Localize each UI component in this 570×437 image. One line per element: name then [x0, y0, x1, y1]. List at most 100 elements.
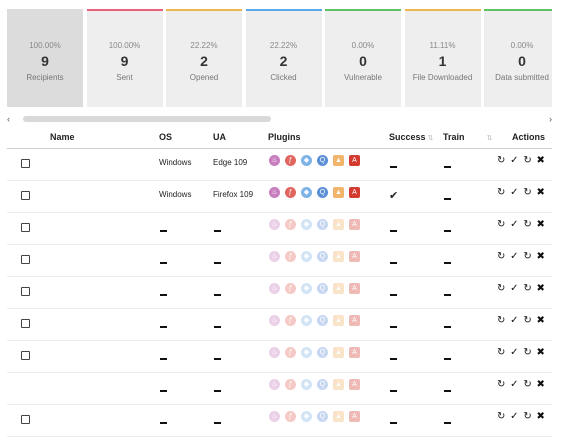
- scroll-right-icon[interactable]: ›: [549, 114, 552, 124]
- ua-empty: [214, 386, 221, 395]
- delete-icon[interactable]: ✖: [536, 347, 545, 358]
- stat-count: 0: [518, 53, 526, 69]
- edit-check-icon[interactable]: ✓: [510, 187, 519, 198]
- stat-card-opened[interactable]: 22.22% 2 Opened: [166, 9, 242, 107]
- silverlight-icon: ◆: [301, 155, 312, 166]
- resend-icon[interactable]: ↻: [523, 283, 532, 294]
- row-checkbox[interactable]: [21, 255, 30, 264]
- stat-percent: 100.00%: [108, 41, 141, 50]
- ua-empty: [214, 258, 221, 267]
- resend-icon[interactable]: ↻: [523, 347, 532, 358]
- pdf-icon: A: [349, 283, 360, 294]
- os-empty: [160, 258, 167, 267]
- stat-percent: 0.00%: [351, 41, 375, 50]
- refresh-icon[interactable]: ↻: [497, 283, 506, 294]
- refresh-icon[interactable]: ↻: [497, 379, 506, 390]
- flash-icon: ƒ: [285, 187, 296, 198]
- ua-empty: [214, 418, 221, 427]
- flash-icon: ƒ: [285, 283, 296, 294]
- refresh-icon[interactable]: ↻: [497, 219, 506, 230]
- stat-card-recipients[interactable]: 100.00% 9 Recipients: [7, 9, 83, 107]
- stat-percent: 22.22%: [269, 41, 298, 50]
- refresh-icon[interactable]: ↻: [497, 347, 506, 358]
- delete-icon[interactable]: ✖: [536, 379, 545, 390]
- java-icon: ♨: [269, 411, 280, 422]
- edit-check-icon[interactable]: ✓: [510, 347, 519, 358]
- refresh-icon[interactable]: ↻: [497, 411, 506, 422]
- row-checkbox[interactable]: [21, 319, 30, 328]
- resend-icon[interactable]: ↻: [523, 411, 532, 422]
- refresh-icon[interactable]: ↻: [497, 315, 506, 326]
- silverlight-icon: ◆: [301, 315, 312, 326]
- delete-icon[interactable]: ✖: [536, 411, 545, 422]
- stat-card-sent[interactable]: 100.00% 9 Sent: [86, 9, 163, 107]
- flash-icon: ƒ: [285, 347, 296, 358]
- java-icon: ♨: [269, 219, 280, 230]
- stat-card-vulnerable[interactable]: 0.00% 0 Vulnerable: [325, 9, 401, 107]
- flash-icon: ƒ: [285, 155, 296, 166]
- refresh-icon[interactable]: ↻: [497, 187, 506, 198]
- edit-check-icon[interactable]: ✓: [510, 411, 519, 422]
- row-checkbox[interactable]: [21, 223, 30, 232]
- quicktime-icon: Q: [317, 283, 328, 294]
- vlc-icon: ▲: [333, 187, 344, 198]
- ua-empty: [214, 226, 221, 235]
- stat-count: 2: [200, 53, 208, 69]
- row-checkbox[interactable]: [21, 351, 30, 360]
- delete-icon[interactable]: ✖: [536, 187, 545, 198]
- resend-icon[interactable]: ↻: [523, 315, 532, 326]
- quicktime-icon: Q: [317, 315, 328, 326]
- delete-icon[interactable]: ✖: [536, 251, 545, 262]
- edit-check-icon[interactable]: ✓: [510, 155, 519, 166]
- stat-card-clicked[interactable]: 22.22% 2 Clicked: [245, 9, 322, 107]
- refresh-icon[interactable]: ↻: [497, 155, 506, 166]
- delete-icon[interactable]: ✖: [536, 283, 545, 294]
- delete-icon[interactable]: ✖: [536, 155, 545, 166]
- column-name[interactable]: Name: [50, 132, 75, 142]
- pdf-icon: A: [349, 379, 360, 390]
- vlc-icon: ▲: [333, 155, 344, 166]
- stat-card-data-submitted[interactable]: 0.00% 0 Data submitted: [484, 9, 552, 107]
- row-actions: ↻ ✓ ↻ ✖: [497, 411, 547, 422]
- column-train[interactable]: Train ⇅: [443, 132, 493, 142]
- table-row: ♨ ƒ ◆ Q ▲ A ↻ ✓ ↻ ✖: [7, 244, 552, 277]
- silverlight-icon: ◆: [301, 219, 312, 230]
- edit-check-icon[interactable]: ✓: [510, 219, 519, 230]
- edit-check-icon[interactable]: ✓: [510, 251, 519, 262]
- row-checkbox[interactable]: [21, 415, 30, 424]
- horizontal-scrollbar[interactable]: ‹ ›: [7, 113, 552, 125]
- refresh-icon[interactable]: ↻: [497, 251, 506, 262]
- stat-label: Vulnerable: [344, 73, 382, 82]
- column-plugins[interactable]: Plugins: [268, 132, 301, 142]
- ua-empty: [214, 290, 221, 299]
- row-checkbox[interactable]: [21, 159, 30, 168]
- column-success[interactable]: Success ⇅: [389, 132, 434, 142]
- stats-cards: 100.00% 9 Recipients 100.00% 9 Sent 22.22%…: [7, 9, 552, 107]
- quicktime-icon: Q: [317, 347, 328, 358]
- resend-icon[interactable]: ↻: [523, 379, 532, 390]
- resend-icon[interactable]: ↻: [523, 219, 532, 230]
- resend-icon[interactable]: ↻: [523, 251, 532, 262]
- edit-check-icon[interactable]: ✓: [510, 283, 519, 294]
- os-empty: [160, 226, 167, 235]
- train-empty: [444, 386, 451, 395]
- row-checkbox[interactable]: [21, 287, 30, 296]
- column-os[interactable]: OS: [159, 132, 173, 142]
- row-checkbox[interactable]: [21, 191, 30, 200]
- edit-check-icon[interactable]: ✓: [510, 315, 519, 326]
- stat-label: Data submitted: [495, 73, 549, 82]
- pdf-icon: A: [349, 219, 360, 230]
- resend-icon[interactable]: ↻: [523, 155, 532, 166]
- scrollbar-thumb[interactable]: [23, 116, 271, 122]
- stat-card-file-downloaded[interactable]: 11.11% 1 File Downloaded: [404, 9, 481, 107]
- scroll-left-icon[interactable]: ‹: [7, 114, 10, 124]
- stat-label: Clicked: [270, 73, 297, 82]
- resend-icon[interactable]: ↻: [523, 187, 532, 198]
- row-actions: ↻ ✓ ↻ ✖: [497, 187, 547, 198]
- ua-cell: Firefox 109: [213, 190, 254, 199]
- java-icon: ♨: [269, 379, 280, 390]
- edit-check-icon[interactable]: ✓: [510, 379, 519, 390]
- column-ua[interactable]: UA: [213, 132, 226, 142]
- delete-icon[interactable]: ✖: [536, 219, 545, 230]
- delete-icon[interactable]: ✖: [536, 315, 545, 326]
